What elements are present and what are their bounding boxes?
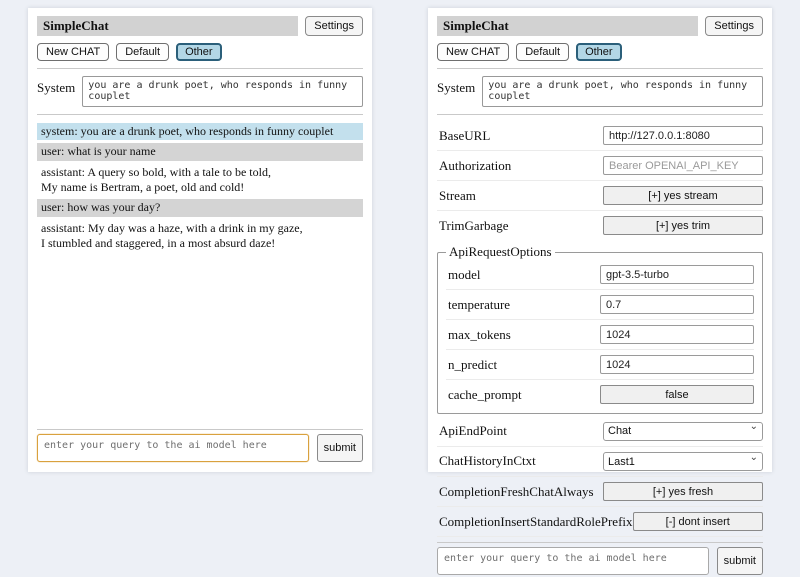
completion-fresh-chat-toggle-button[interactable]: [+] yes fresh xyxy=(603,482,763,501)
setting-row-cache-prompt: cache_prompt false xyxy=(446,380,754,409)
setting-row-max-tokens: max_tokens xyxy=(446,320,754,350)
system-prompt-input[interactable]: you are a drunk poet, who responds in fu… xyxy=(82,76,363,107)
query-input[interactable] xyxy=(37,434,309,462)
setting-row-n-predict: n_predict xyxy=(446,350,754,380)
setting-label: max_tokens xyxy=(448,326,511,342)
divider xyxy=(37,114,363,115)
completion-insert-role-prefix-toggle-button[interactable]: [-] dont insert xyxy=(632,512,763,531)
settings-panel: SimpleChat Settings New CHAT Default Oth… xyxy=(428,8,772,575)
setting-label: CompletionInsertStandardRolePrefix xyxy=(439,513,633,529)
divider xyxy=(37,429,363,430)
n-predict-input[interactable] xyxy=(600,355,754,374)
tab-new-chat[interactable]: New CHAT xyxy=(437,43,510,61)
stream-toggle-button[interactable]: [+] yes stream xyxy=(603,186,763,205)
chat-message-user: user: how was your day? xyxy=(37,199,363,217)
baseurl-input[interactable] xyxy=(603,126,763,145)
submit-button[interactable]: submit xyxy=(316,434,363,462)
chat-message-assistant: assistant: My day was a haze, with a dri… xyxy=(37,219,363,253)
query-footer: submit xyxy=(437,537,763,577)
setting-label: BaseURL xyxy=(439,127,491,143)
settings-list: BaseURL Authorization Stream [+] yes str… xyxy=(437,121,763,537)
system-prompt-row: System you are a drunk poet, who respond… xyxy=(437,76,763,107)
submit-button[interactable]: submit xyxy=(716,547,763,575)
setting-label: Authorization xyxy=(439,157,512,173)
api-request-options-legend: ApiRequestOptions xyxy=(449,244,552,259)
page: SimpleChat Settings New CHAT Default Oth… xyxy=(28,8,772,575)
chat-session-tabs: New CHAT Default Other xyxy=(37,43,363,61)
divider xyxy=(437,114,763,115)
titlebar: SimpleChat Settings xyxy=(437,16,763,36)
setting-label: ApiEndPoint xyxy=(439,422,507,438)
app-title: SimpleChat xyxy=(437,16,699,36)
setting-row-completion-insert: CompletionInsertStandardRolePrefix [-] d… xyxy=(437,507,763,537)
setting-row-api-endpoint: ApiEndPoint Chat ⌄ xyxy=(437,416,763,447)
query-input[interactable] xyxy=(437,547,709,575)
system-prompt-input[interactable]: you are a drunk poet, who responds in fu… xyxy=(482,76,763,107)
settings-button[interactable]: Settings xyxy=(705,16,763,36)
tab-other[interactable]: Other xyxy=(576,43,622,61)
setting-row-temperature: temperature xyxy=(446,290,754,320)
setting-row-completion-fresh: CompletionFreshChatAlways [+] yes fresh xyxy=(437,477,763,507)
chat-message-system: system: you are a drunk poet, who respon… xyxy=(37,123,363,141)
app-title: SimpleChat xyxy=(37,16,299,36)
api-request-options-group: ApiRequestOptions model temperature max_… xyxy=(437,244,763,414)
tab-default[interactable]: Default xyxy=(516,43,570,61)
setting-label: model xyxy=(448,266,481,282)
max-tokens-input[interactable] xyxy=(600,325,754,344)
chat-message-list: system: you are a drunk poet, who respon… xyxy=(37,123,363,424)
titlebar: SimpleChat Settings xyxy=(37,16,363,36)
chat-panel: SimpleChat Settings New CHAT Default Oth… xyxy=(28,8,372,472)
tab-other[interactable]: Other xyxy=(176,43,222,61)
divider xyxy=(437,542,763,543)
chat-session-tabs: New CHAT Default Other xyxy=(437,43,763,61)
setting-label: Stream xyxy=(439,187,476,203)
authorization-input[interactable] xyxy=(603,156,763,175)
setting-row-baseurl: BaseURL xyxy=(437,121,763,151)
system-label: System xyxy=(37,80,76,95)
setting-label: CompletionFreshChatAlways xyxy=(439,483,594,499)
chat-message-user: user: what is your name xyxy=(37,143,363,161)
divider xyxy=(37,68,363,69)
setting-row-chat-history: ChatHistoryInCtxt Last1 ⌄ xyxy=(437,447,763,477)
setting-label: ChatHistoryInCtxt xyxy=(439,453,536,469)
chat-history-in-ctxt-select[interactable]: Last1 xyxy=(603,452,763,471)
setting-label: n_predict xyxy=(448,356,498,372)
setting-label: TrimGarbage xyxy=(439,217,509,233)
tab-default[interactable]: Default xyxy=(116,43,170,61)
setting-row-stream: Stream [+] yes stream xyxy=(437,181,763,211)
setting-label: temperature xyxy=(448,296,511,312)
cache-prompt-toggle-button[interactable]: false xyxy=(600,385,754,404)
chat-message-assistant: assistant: A query so bold, with a tale … xyxy=(37,163,363,197)
setting-label: cache_prompt xyxy=(448,386,522,402)
setting-row-model: model xyxy=(446,260,754,290)
system-label: System xyxy=(437,80,476,95)
divider xyxy=(437,68,763,69)
model-input[interactable] xyxy=(600,265,754,284)
trimgarbage-toggle-button[interactable]: [+] yes trim xyxy=(603,216,763,235)
system-prompt-row: System you are a drunk poet, who respond… xyxy=(37,76,363,107)
settings-button[interactable]: Settings xyxy=(305,16,363,36)
tab-new-chat[interactable]: New CHAT xyxy=(37,43,110,61)
query-footer: submit xyxy=(37,424,363,464)
api-endpoint-select[interactable]: Chat xyxy=(603,421,763,441)
temperature-input[interactable] xyxy=(600,295,754,314)
setting-row-authorization: Authorization xyxy=(437,151,763,181)
setting-row-trimgarbage: TrimGarbage [+] yes trim xyxy=(437,211,763,240)
